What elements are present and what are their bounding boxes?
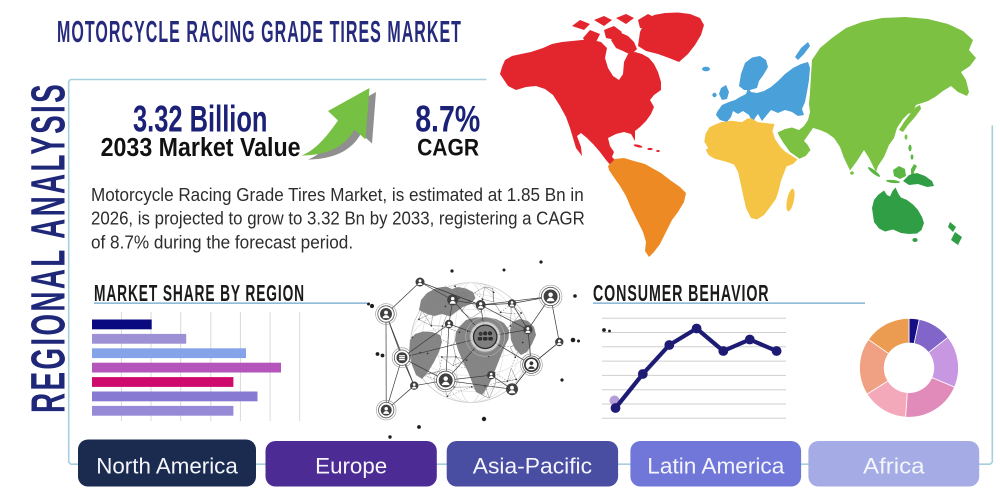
svg-text:8.7%: 8.7% xyxy=(415,97,480,139)
svg-text:Motorcycle Racing Grade Tires: Motorcycle Racing Grade Tires Market, is… xyxy=(91,184,584,205)
svg-text:REGIONAL ANALYSIS: REGIONAL ANALYSIS xyxy=(23,82,76,413)
svg-text:Asia-Pacific: Asia-Pacific xyxy=(473,454,592,479)
svg-text:CONSUMER BEHAVIOR: CONSUMER BEHAVIOR xyxy=(593,280,770,306)
svg-text:2026, is projected to grow to: 2026, is projected to grow to 3.32 Bn by… xyxy=(91,208,585,229)
svg-text:3.32 Billion: 3.32 Billion xyxy=(133,97,268,139)
svg-text:Africa: Africa xyxy=(863,454,925,479)
svg-text:of 8.7% during the forecast pe: of 8.7% during the forecast period. xyxy=(91,232,353,253)
svg-text:CAGR: CAGR xyxy=(417,135,479,162)
svg-text:MOTORCYCLE RACING GRADE TIRES: MOTORCYCLE RACING GRADE TIRES MARKET xyxy=(57,14,462,49)
svg-text:North America: North America xyxy=(96,454,238,479)
svg-text:Europe: Europe xyxy=(315,454,387,479)
svg-text:2033 Market Value: 2033 Market Value xyxy=(101,134,301,162)
svg-text:MARKET SHARE BY REGION: MARKET SHARE BY REGION xyxy=(94,280,305,306)
svg-text:Latin America: Latin America xyxy=(647,454,785,479)
